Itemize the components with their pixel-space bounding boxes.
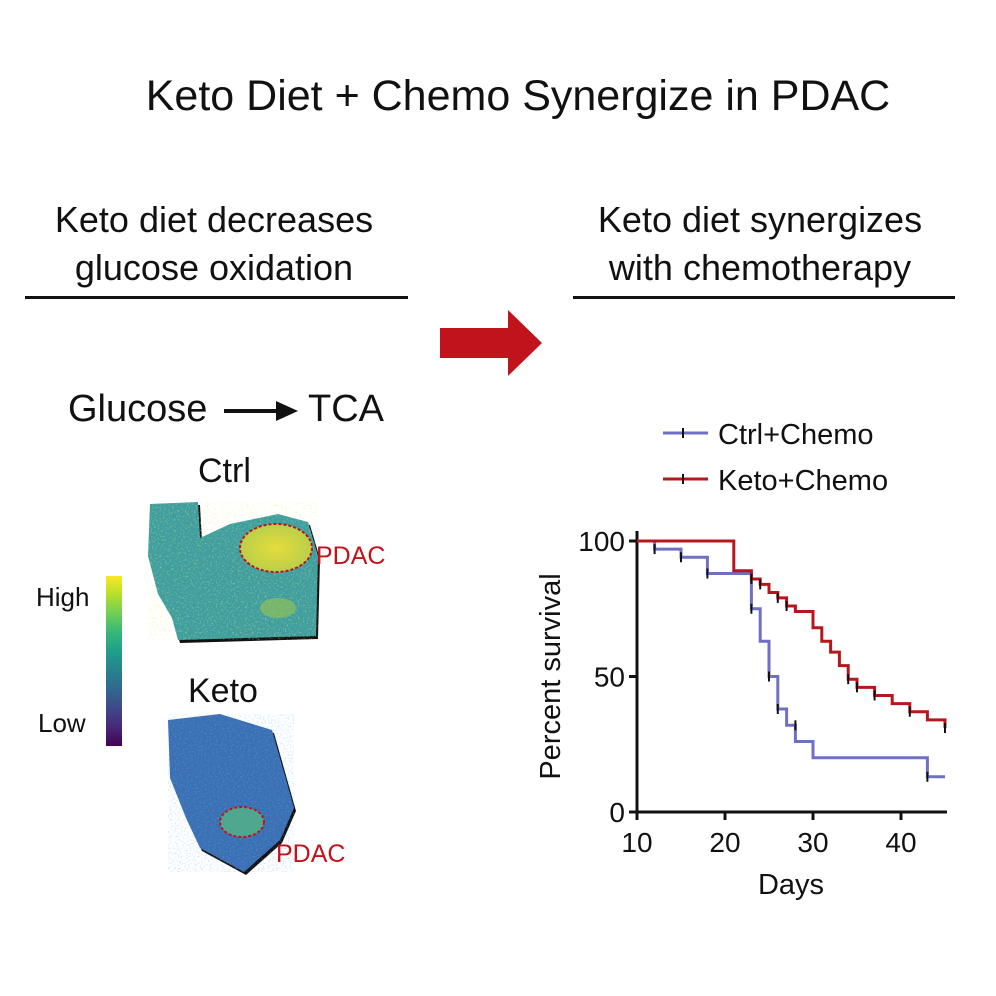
keto-label: Keto xyxy=(188,672,258,710)
right-heading-line1: Keto diet synergizes xyxy=(597,199,923,240)
series-line-1 xyxy=(637,539,945,779)
keto-tissue-image xyxy=(168,714,296,875)
x-tick-label: 10 xyxy=(621,827,652,858)
legend-label-1: Ctrl+Chemo xyxy=(718,419,874,451)
pdac-label-keto: PDAC xyxy=(276,840,346,868)
pdac-label-ctrl: PDAC xyxy=(316,542,386,570)
right-panel-heading: Keto diet synergizes with chemotherapy xyxy=(560,196,960,292)
x-tick-label: 20 xyxy=(709,827,740,858)
figure-title: Keto Diet + Chemo Synergize in PDAC xyxy=(145,72,891,120)
colorbar-high-label: High xyxy=(36,582,90,612)
right-heading-line2: with chemotherapy xyxy=(608,247,912,288)
y-axis-label: Percent survival xyxy=(535,573,567,779)
colorbar-low-label: Low xyxy=(38,708,86,738)
x-axis-label: Days xyxy=(758,869,824,901)
legend-label-2: Keto+Chemo xyxy=(718,465,888,497)
right-heading-underline xyxy=(573,296,955,299)
survival-chart: 0 50 100 10 20 30 40 Days Percent survival Ctrl+C… xyxy=(535,419,947,901)
y-tick-label: 100 xyxy=(578,526,625,557)
y-tick-label: 50 xyxy=(594,662,625,693)
x-tick-label: 40 xyxy=(885,827,916,858)
right-arrow-icon xyxy=(224,401,298,421)
ctrl-tissue-image xyxy=(148,502,320,643)
left-heading-line2: glucose oxidation xyxy=(74,247,354,288)
transition-arrow-icon xyxy=(440,310,542,376)
left-heading-underline xyxy=(25,296,408,299)
x-tick-label: 30 xyxy=(797,827,828,858)
left-heading-line1: Keto diet decreases xyxy=(54,199,374,240)
ctrl-label: Ctrl xyxy=(198,452,251,490)
flow-glucose-label: Glucose xyxy=(68,388,208,430)
y-tick-label: 0 xyxy=(609,797,625,828)
flow-tca-label: TCA xyxy=(308,388,384,430)
series-line-2 xyxy=(637,539,947,728)
colorbar xyxy=(106,576,122,746)
left-panel-heading: Keto diet decreases glucose oxidation xyxy=(18,196,410,292)
